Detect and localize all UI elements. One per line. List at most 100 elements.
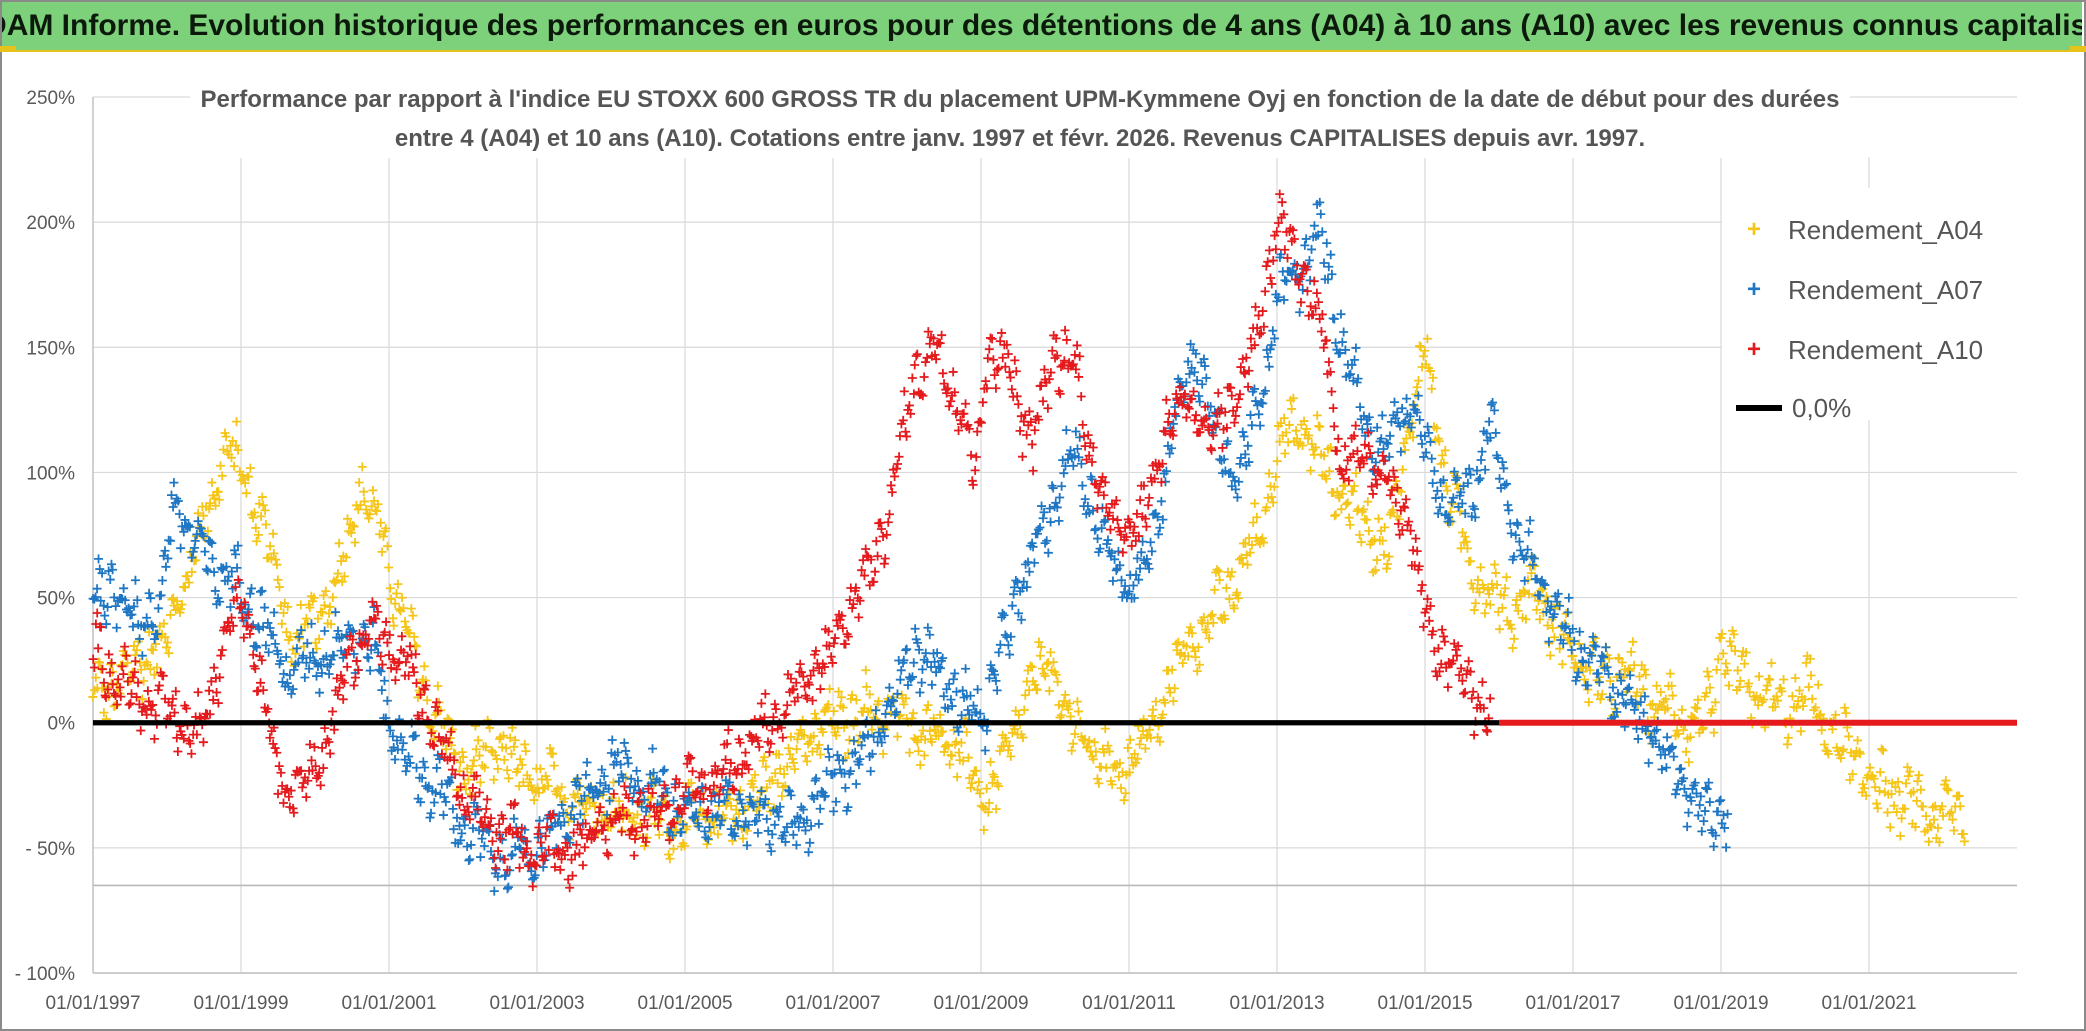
series-point [574,781,584,791]
series-point [1497,603,1507,613]
series-point [408,611,418,621]
series-point [468,823,478,833]
series-point [911,735,921,745]
series-point [515,754,525,764]
series-point [300,673,310,683]
series-point [805,737,815,747]
series-point [1027,662,1037,672]
series-point [901,693,911,703]
series-point [257,492,267,502]
series-point [838,703,848,713]
series-point [1605,676,1615,686]
series-point [640,841,650,851]
series-point [1597,689,1607,699]
series-point [319,590,329,600]
series-point [954,748,964,758]
series-point [137,694,147,704]
series-point [398,603,408,613]
series-point [1428,478,1438,488]
series-point [1374,514,1384,524]
series-point [471,744,481,754]
series-point [166,490,176,500]
series-point [870,567,880,577]
series-point [1034,637,1044,647]
series-point [1043,548,1053,558]
series-point [970,465,980,475]
series-point [1191,652,1201,662]
series-point [1225,571,1235,581]
series-point [509,814,519,824]
series-point [244,472,254,482]
series-point [1337,337,1347,347]
series-point [594,788,604,798]
series-point [455,757,465,767]
series-point [309,593,319,603]
series-point [143,686,153,696]
series-point [208,554,218,564]
series-point [187,553,197,563]
series-point [1266,273,1276,283]
series-point [604,784,614,794]
series-point [1208,618,1218,628]
series-point [1088,754,1098,764]
series-point [1065,698,1075,708]
series-point [761,762,771,772]
series-point [307,755,317,765]
series-point [1837,746,1847,756]
series-point [1007,601,1017,611]
series-point [1235,389,1245,399]
series-point [1304,255,1314,265]
series-point [1413,376,1423,386]
series-point [1311,442,1321,452]
series-point [1544,637,1554,647]
series-point [1662,703,1672,713]
series-point [260,505,270,515]
series-point [252,643,262,653]
series-point [838,623,848,633]
series-point [1362,515,1372,525]
series-point [595,802,605,812]
series-point [1099,748,1109,758]
series-point [1268,326,1278,336]
series-point [314,634,324,644]
series-point [383,541,393,551]
series-point [1676,764,1686,774]
series-point [1495,624,1505,634]
series-point [1422,334,1432,344]
series-point [1003,745,1013,755]
series-point [1084,736,1094,746]
series-point [1439,458,1449,468]
series-point [978,397,988,407]
series-point [1079,431,1089,441]
series-point [187,567,197,577]
series-point [1433,508,1443,518]
series-point [1678,725,1688,735]
series-point [1141,522,1151,532]
series-point [755,787,765,797]
series-point [1479,583,1489,593]
series-point [1690,702,1700,712]
series-point [1067,746,1077,756]
series-point [1702,784,1712,794]
series-point [196,524,206,534]
legend-item-zero: 0,0% [1732,388,1851,428]
series-point [1277,197,1287,207]
series-point [988,355,998,365]
series-point [814,740,824,750]
series-point [185,522,195,532]
series-point [173,496,183,506]
series-point [1275,437,1285,447]
series-point [586,782,596,792]
series-point [1500,583,1510,593]
series-point [337,577,347,587]
series-point [1083,430,1093,440]
series-point [1215,575,1225,585]
series-point [605,796,615,806]
series-point [588,793,598,803]
series-point [241,488,251,498]
series-point [985,333,995,343]
series-point [986,757,996,767]
series-point [1105,746,1115,756]
series-point [1296,297,1306,307]
series-point [686,778,696,788]
